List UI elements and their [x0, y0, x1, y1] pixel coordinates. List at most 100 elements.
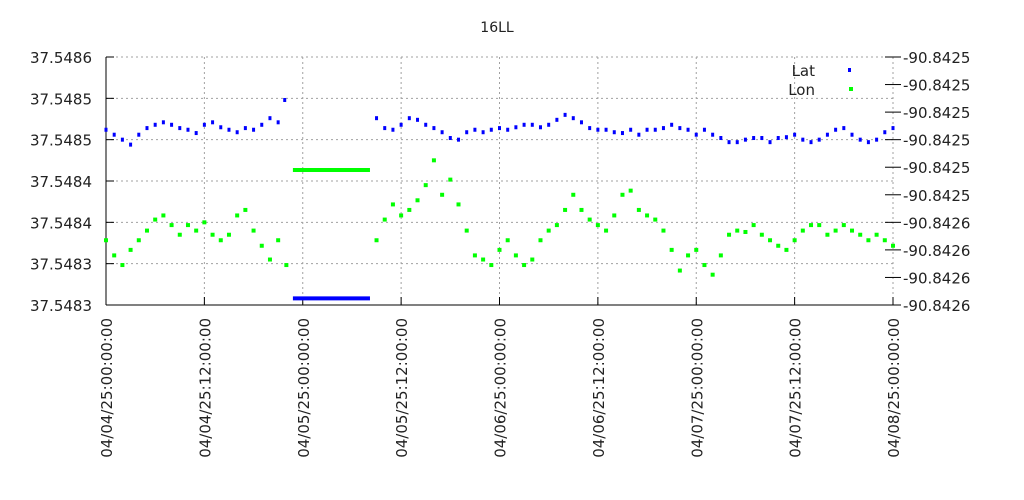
lon-point: [669, 247, 674, 252]
lon-point: [817, 223, 822, 228]
lat-point: [596, 127, 600, 132]
lat-point: [186, 127, 190, 132]
lat-point: [120, 137, 124, 142]
lat-point: [604, 127, 608, 132]
lon-point: [866, 238, 871, 243]
y-left-tick-label: 37.5486: [30, 49, 92, 67]
lon-point: [768, 238, 773, 243]
lat-point: [547, 122, 551, 127]
legend: Lat Lon: [788, 62, 853, 99]
lat-point: [522, 122, 526, 127]
lat-point: [743, 137, 747, 142]
lat-point: [801, 137, 805, 142]
lat-point: [612, 130, 616, 135]
y-right-tick-label: -90.8426: [903, 297, 970, 315]
lat-point: [432, 126, 436, 131]
chart-title: 16LL: [480, 20, 514, 36]
lon-point: [153, 217, 158, 222]
lat-point: [719, 136, 723, 141]
lat-point: [670, 122, 674, 127]
lon-point: [579, 207, 584, 212]
lon-point: [882, 238, 887, 243]
lat-point: [563, 112, 567, 117]
lat-point: [686, 127, 690, 132]
lon-point: [735, 228, 740, 233]
lat-point: [375, 116, 379, 121]
lat-point: [104, 127, 108, 132]
lon-point: [456, 202, 461, 207]
x-tick-label: 04/06/25:12:00:00: [590, 318, 608, 458]
lon-point: [636, 207, 641, 212]
lat-point: [219, 125, 223, 130]
lon-point: [407, 207, 412, 212]
x-tick-label: 04/06/25:00:00:00: [492, 318, 510, 458]
lat-point: [399, 122, 403, 127]
lat-point: [620, 131, 624, 136]
lon-point: [530, 257, 535, 262]
lon-point: [136, 238, 141, 243]
lat-point: [579, 120, 583, 125]
x-tick-label: 04/05/25:00:00:00: [295, 318, 313, 458]
lat-point: [153, 122, 157, 127]
lon-point: [374, 238, 379, 243]
lat-point: [137, 132, 141, 137]
lat-point: [457, 137, 461, 142]
lat-point: [194, 131, 198, 136]
lat-point: [416, 117, 420, 122]
lon-point: [243, 207, 248, 212]
y-right-tick-label: -90.8425: [903, 132, 970, 150]
lat-point: [170, 122, 174, 127]
y-right-tick-label: -90.8426: [903, 242, 970, 260]
lat-point: [760, 136, 764, 141]
y-left-tick-label: 37.5484: [30, 173, 92, 191]
lat-point: [571, 116, 575, 121]
lon-point: [833, 228, 838, 233]
y-left-tick-label: 37.5485: [30, 90, 92, 108]
lon-point: [431, 158, 436, 163]
lon-point: [743, 229, 748, 234]
lat-point: [383, 126, 387, 131]
lat-point: [202, 122, 206, 127]
lat-point: [842, 126, 846, 131]
lat-point: [112, 132, 116, 137]
lat-point: [793, 132, 797, 137]
lon-point: [604, 228, 609, 233]
y-right-tick-label: -90.8425: [903, 77, 970, 95]
lon-point: [677, 268, 682, 273]
lon-point: [210, 232, 215, 237]
lon-point: [858, 232, 863, 237]
lat-point: [850, 132, 854, 137]
lon-point: [891, 243, 895, 248]
lon-point: [653, 217, 658, 222]
legend-marker-lat: [848, 68, 851, 72]
lon-point: [718, 253, 723, 258]
lon-point: [235, 213, 240, 218]
lat-point: [834, 127, 838, 132]
lat-point: [227, 127, 231, 132]
lat-point: [555, 117, 559, 122]
lon-point: [702, 263, 707, 268]
lat-point: [276, 120, 280, 125]
y-right-tick-label: -90.8425: [903, 159, 970, 177]
lat-point: [440, 130, 444, 135]
lat-point: [645, 127, 649, 132]
lat-point: [252, 127, 256, 132]
lat-point: [858, 137, 862, 142]
lat-point: [768, 140, 772, 145]
lon-point: [481, 257, 486, 262]
lon-point: [390, 202, 395, 207]
y-right-tick-label: -90.8425: [903, 187, 970, 205]
lon-point: [399, 213, 404, 218]
lon-point: [595, 223, 600, 228]
lon-point: [218, 238, 223, 243]
lat-point: [752, 136, 756, 141]
y-right-tick-label: -90.8425: [903, 104, 970, 122]
legend-marker-lon: [849, 87, 853, 91]
lat-point: [629, 127, 633, 132]
lat-point: [391, 127, 395, 132]
lat-point: [776, 136, 780, 141]
lon-point: [645, 213, 650, 218]
lon-point: [161, 213, 166, 218]
lat-point: [235, 130, 239, 135]
